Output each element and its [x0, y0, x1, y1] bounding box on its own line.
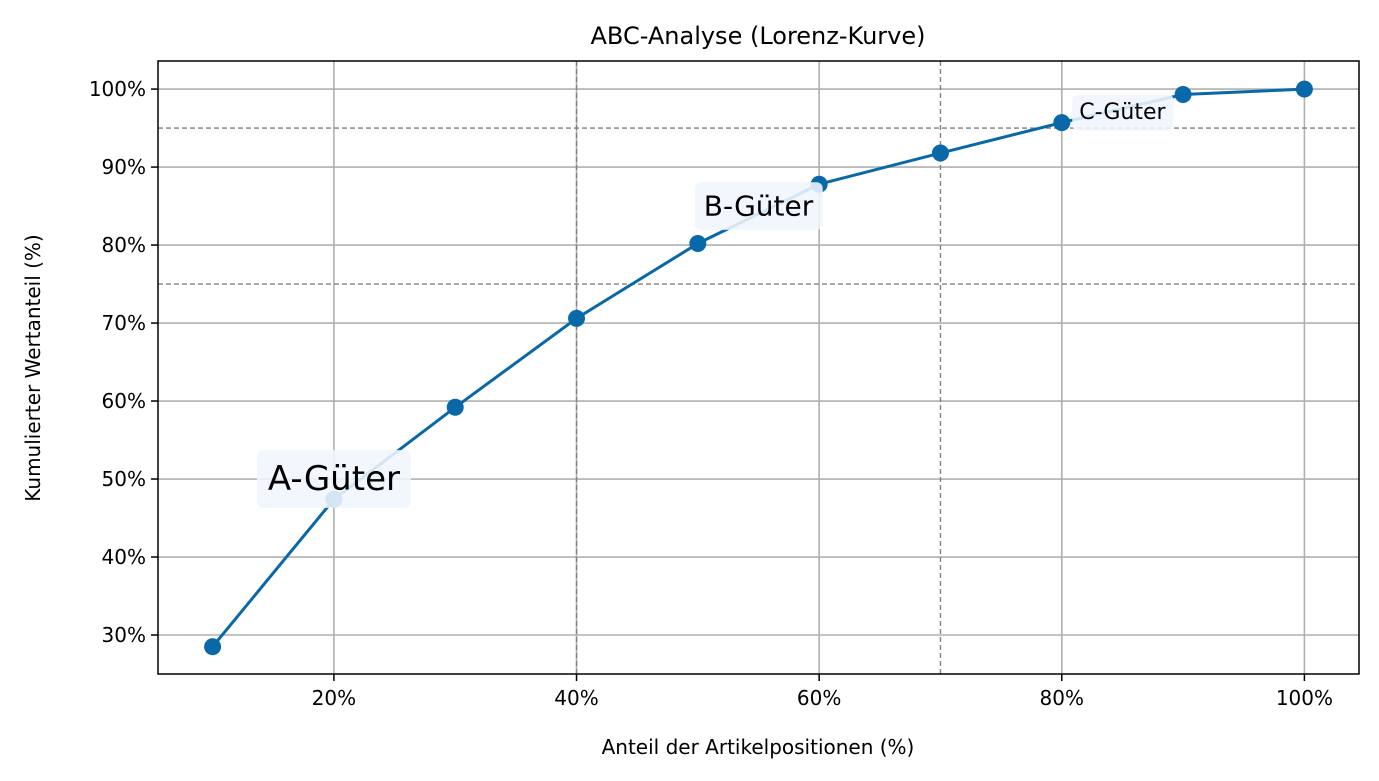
plot-frame	[157, 60, 1360, 675]
data-point	[1174, 86, 1192, 104]
x-axis-title: Anteil der Artikelpositionen (%)	[602, 735, 915, 759]
y-tick-label: 40%	[102, 545, 146, 569]
data-point	[204, 638, 222, 656]
data-point	[1295, 80, 1313, 98]
annotation-box	[694, 182, 823, 230]
y-axis-ticks: 30% 40% 50% 60% 70% 80% 90% 100%	[89, 77, 158, 647]
annotation-label: A-Güter	[268, 459, 400, 499]
data-point	[931, 144, 949, 162]
y-tick-label: 30%	[102, 623, 146, 647]
y-tick-label: 50%	[102, 467, 146, 491]
data-point	[689, 234, 707, 252]
y-tick-label: 70%	[102, 311, 146, 335]
x-axis-ticks: 20% 40% 60% 80% 100%	[312, 674, 1333, 710]
y-tick-label: 80%	[102, 233, 146, 257]
y-axis-title: Kumulierter Wertanteil (%)	[21, 234, 45, 501]
data-point	[1053, 114, 1071, 132]
chart-title: ABC-Analyse (Lorenz-Kurve)	[591, 22, 926, 50]
series-line-path	[211, 87, 1305, 648]
annotation-box	[256, 450, 411, 508]
x-tick-label: 20%	[312, 686, 356, 710]
data-point	[568, 309, 586, 327]
x-tick-label: 60%	[797, 686, 841, 710]
x-tick-label: 40%	[554, 686, 598, 710]
grid-lines	[158, 61, 1359, 674]
reference-lines	[158, 61, 1359, 674]
data-point	[446, 398, 464, 416]
y-tick-label: 90%	[102, 155, 146, 179]
annotation-label: C-Güter	[1079, 100, 1166, 125]
annotations: A-Güter B-Güter C-Güter	[256, 94, 1174, 508]
x-tick-label: 80%	[1040, 686, 1084, 710]
y-tick-label: 60%	[102, 389, 146, 413]
y-tick-label: 100%	[89, 77, 146, 101]
x-tick-label: 100%	[1276, 686, 1333, 710]
annotation-label: B-Güter	[704, 190, 814, 223]
annotation-box	[1072, 94, 1174, 131]
